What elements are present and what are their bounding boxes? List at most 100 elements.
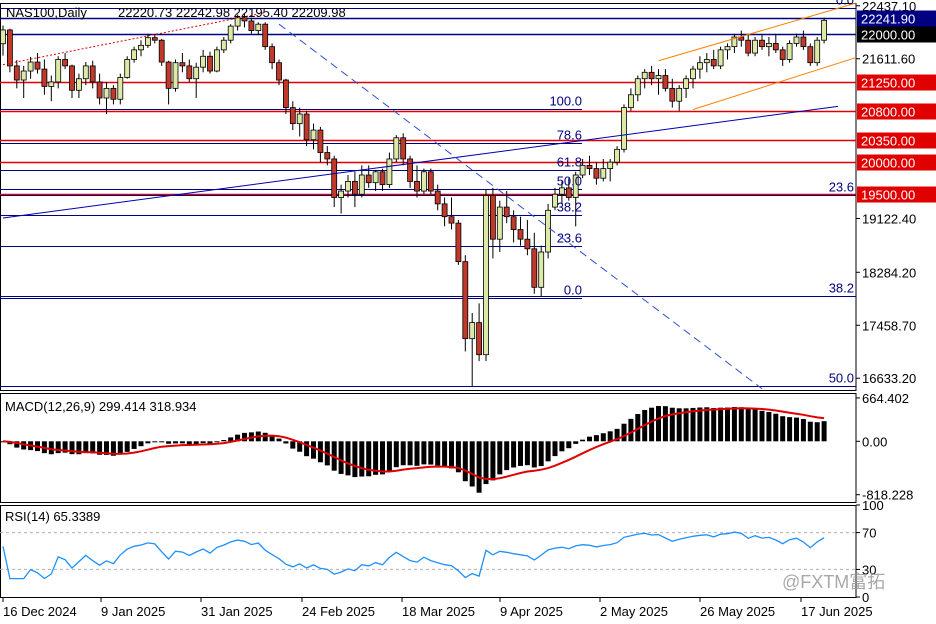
candle-body [607,161,614,169]
macd-bar [787,417,793,442]
candle-body [669,87,676,102]
macd-bar [297,441,303,452]
candle-body [338,190,345,198]
candle-body [697,62,703,70]
candle [27,56,34,79]
candle-body [96,81,103,99]
candle [227,24,234,44]
level-tag-text: 19500.00 [861,188,915,203]
candle [372,169,379,192]
candle-body [213,49,220,72]
macd-bar [711,408,717,442]
candle-body [269,46,276,64]
candle [103,81,110,115]
macd-bar [124,441,130,452]
candle [317,126,324,163]
candle [731,33,738,54]
macd-bar [794,417,799,442]
candle [213,46,220,73]
level-tag-21250.00 [857,74,936,91]
candle [752,37,758,57]
macd-bar [552,441,558,457]
candle-body [351,181,358,195]
macd-bar [14,441,20,448]
macd-bar [531,441,537,468]
fib1-label: 78.6 [557,128,582,143]
macd-bar [290,441,296,449]
macd-bar [145,441,151,444]
candle [538,245,545,297]
candle-body [138,44,144,51]
candle [738,30,745,47]
candle-body [0,29,6,45]
long-trendline [2,105,838,219]
macd-bar [221,440,227,442]
rsi-title: RSI(14) 65.3389 [5,509,100,524]
candle [634,75,641,102]
macd-bar [483,441,489,485]
candle [186,59,193,82]
candle [559,181,565,204]
macd-bar [366,441,372,477]
candle-body [476,322,483,356]
candle-body [572,174,579,198]
x-tick-label: 17 Jun 2025 [801,604,873,619]
macd-bar [138,441,144,447]
candle [814,37,821,66]
macd-bar [821,421,827,442]
candle [248,17,255,34]
macd-bar [152,441,158,443]
macd-bar [104,441,109,455]
x-tick-label: 26 May 2025 [700,604,775,619]
candle [282,78,289,115]
macd-bar [455,441,461,473]
candle-body [276,62,282,81]
candle-body [510,216,517,230]
candle [786,40,793,63]
candle-body [55,59,62,83]
macd-bar [669,407,675,442]
candle-body [34,61,41,70]
candle-body [289,107,296,125]
macd-bar [573,441,579,444]
macd-bar [656,406,661,442]
candle-body [310,129,317,141]
macd-bar [587,436,592,442]
candle-body [27,61,34,72]
candle [386,152,393,188]
candle-body [186,65,193,80]
macd-bar [662,406,668,442]
price-tick-label: 22437.10 [862,0,916,14]
candle-body [144,37,151,46]
fxtm-watermark: @FXTM富拓 [782,572,886,592]
macd-bar [780,416,786,442]
candle-body [400,137,407,160]
macd-bar [635,413,641,442]
macd-bar [283,441,289,444]
candle-body [717,49,724,67]
macd-tick-label: 664.402 [862,391,909,406]
candle [82,62,89,86]
candle-body [565,187,572,198]
candle-body [255,23,262,31]
macd-bar [235,434,241,442]
macd-bar [262,432,268,442]
macd-bar [317,441,323,463]
candle [400,133,407,166]
candle-body [772,43,779,51]
candle-body [434,190,441,205]
candle-body [117,77,124,100]
fib1-label: 100.0 [549,94,582,109]
candle-body [158,39,165,63]
macd-bar [21,441,27,450]
candle [69,64,75,98]
candle [648,65,655,86]
macd-bar [304,441,310,457]
candle [89,60,96,89]
macd-bar [90,441,96,454]
macd-bar [311,441,316,459]
candle-body [531,248,538,288]
macd-bar [214,441,220,443]
